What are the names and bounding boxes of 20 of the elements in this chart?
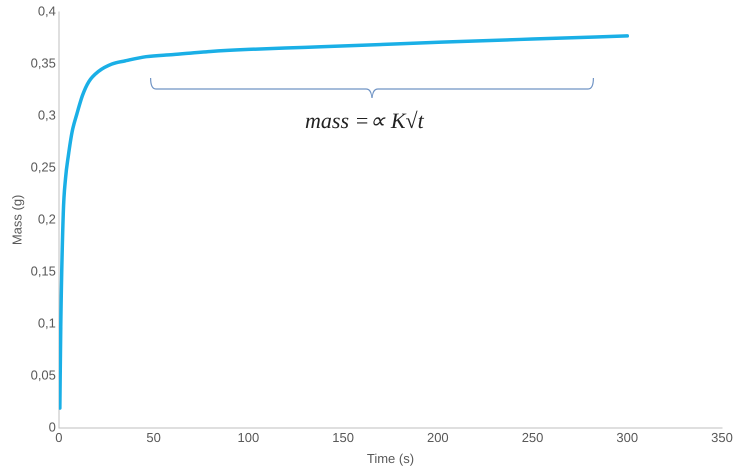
y-tick-label: 0,35 xyxy=(30,56,56,71)
x-tick-label: 50 xyxy=(146,430,161,446)
x-tick-label: 350 xyxy=(711,430,733,446)
y-tick-label: 0 xyxy=(48,419,56,434)
annotation: mass =∝ K√t xyxy=(305,108,424,134)
y-tick-label: 0,3 xyxy=(38,108,56,123)
x-tick-label: 300 xyxy=(616,430,638,446)
y-tick-label: 0,2 xyxy=(38,211,56,226)
y-tick-label: 0,05 xyxy=(30,367,56,382)
y-tick-label: 0,4 xyxy=(38,4,56,19)
y-tick-label: 0,1 xyxy=(38,315,56,330)
y-tick-label: 0,15 xyxy=(30,263,56,278)
x-axis-title: Time (s) xyxy=(366,450,414,466)
x-tick-label: 100 xyxy=(238,430,260,446)
x-tick-label: 250 xyxy=(522,430,544,446)
line-series xyxy=(58,34,630,410)
x-tick-label: 200 xyxy=(426,430,449,446)
x-tick-label: 150 xyxy=(332,430,354,446)
y-axis-title: Mass (g) xyxy=(9,194,24,246)
y-tick-label: 0,25 xyxy=(30,160,56,175)
